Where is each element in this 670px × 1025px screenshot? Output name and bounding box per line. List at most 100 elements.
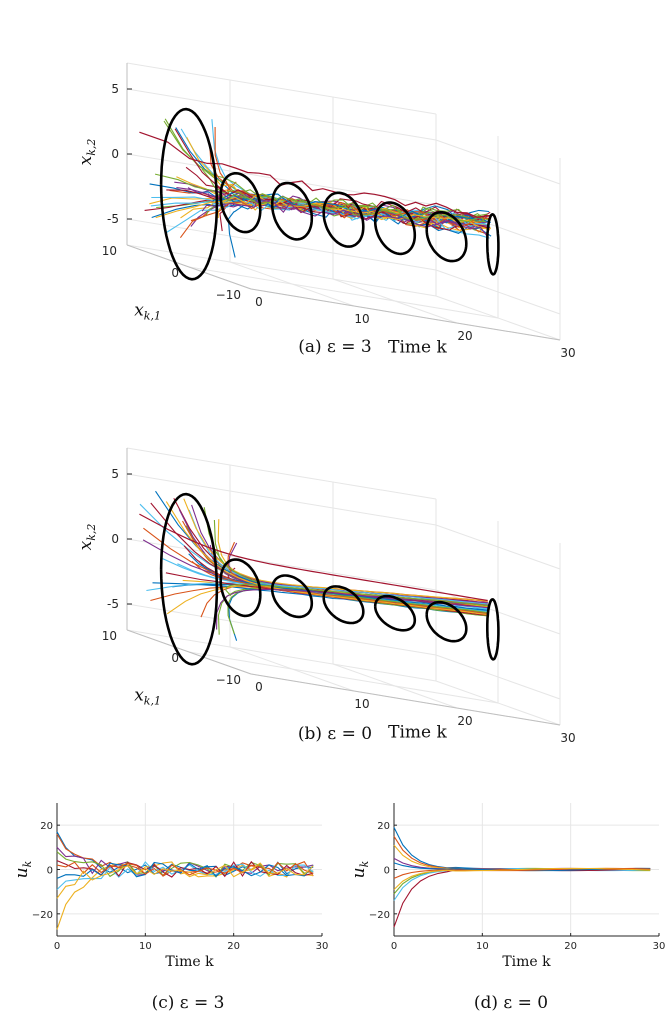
panel-c-control-inputs: 0 10 20 30 20 0 −20 Time k uk — [12, 803, 328, 970]
z-axis-label-main: x — [76, 540, 96, 550]
z-axis-label-sub: k,2 — [85, 139, 98, 156]
caption-b: (b) ε = 0 — [298, 724, 372, 744]
time-tick-label: 0 — [255, 295, 263, 309]
x1-axis-label-sub: k,1 — [144, 695, 161, 708]
y-tick-label: 0 — [384, 866, 390, 877]
reachable-set-ellipse — [270, 574, 314, 619]
y-tick-label: 0 — [47, 866, 53, 877]
x-tick-label: 0 — [54, 941, 60, 952]
x-tick-label: 30 — [653, 941, 666, 952]
x1-tick-label: 0 — [171, 651, 179, 665]
y-tick-label: −20 — [369, 910, 390, 921]
x1-tick-label: 10 — [102, 629, 117, 643]
z-axis-label-main: x — [76, 155, 96, 165]
reachable-set-ellipse — [485, 213, 500, 276]
y-tick-label: 20 — [377, 821, 390, 832]
z-tick-label: 5 — [111, 82, 119, 96]
y-axis-label-sub: k — [358, 860, 371, 867]
control-input-line — [393, 868, 651, 928]
x1-tick-label: 10 — [102, 244, 117, 258]
reachable-set-ellipse — [219, 558, 262, 618]
trajectory-line — [201, 198, 488, 237]
reachable-set-ellipse — [425, 211, 468, 263]
trajectory-line — [203, 507, 488, 614]
floor-grid-line — [126, 629, 437, 682]
y-axis-label: uk — [12, 860, 34, 878]
time-axis-label: Time k — [388, 338, 447, 358]
x-tick-label: 10 — [476, 941, 489, 952]
z-tick-label: 5 — [111, 467, 119, 481]
y-axis-label-main: u — [349, 867, 369, 878]
x-tick-label: 20 — [564, 941, 577, 952]
x-axis-label: Time k — [165, 954, 214, 970]
reachable-set-ellipse — [485, 598, 500, 661]
wall-grid-line — [435, 654, 561, 700]
trajectory-line — [155, 194, 490, 231]
control-input-line — [56, 862, 314, 899]
x1-tick-label: −10 — [216, 288, 241, 302]
z-axis-label-sub: k,2 — [85, 524, 98, 541]
floor-grid-line — [188, 651, 499, 704]
wall-grid-line — [435, 524, 561, 570]
reachable-set-ellipse — [159, 492, 219, 666]
reachable-set-ellipse — [373, 201, 417, 256]
floor-grid-line — [126, 244, 437, 297]
time-axis-line — [250, 673, 561, 726]
x1-axis-label: xk,1 — [134, 301, 161, 323]
time-tick-label: 20 — [457, 329, 472, 343]
time-tick-label: 30 — [560, 346, 575, 360]
panel-d-control-inputs: 0 10 20 30 20 0 −20 Time k uk — [349, 803, 665, 970]
z-axis-label: xk,2 — [76, 139, 98, 166]
time-tick-label: 30 — [560, 731, 575, 745]
control-input-line — [56, 861, 314, 879]
wall-grid-line — [126, 218, 437, 271]
trajectory-line — [154, 173, 486, 223]
x1-axis-line — [126, 629, 252, 675]
time-tick-label: 20 — [457, 714, 472, 728]
x1-axis-label-main: x — [134, 686, 144, 706]
reachable-set-ellipse — [322, 191, 365, 248]
y-axis-label-sub: k — [21, 860, 34, 867]
trajectory-line — [165, 501, 488, 615]
z-tick-label: -5 — [107, 212, 119, 226]
x-tick-label: 30 — [316, 941, 329, 952]
time-tick-label: 0 — [255, 680, 263, 694]
control-input-line — [393, 867, 651, 901]
control-input-line — [393, 827, 651, 872]
time-axis-line — [250, 288, 561, 341]
trajectory-line — [180, 200, 491, 231]
control-input-line — [393, 844, 651, 872]
wall-grid-line — [126, 473, 437, 526]
reachable-set-ellipse — [159, 107, 219, 281]
floor-grid-line — [188, 266, 499, 319]
y-axis-label: uk — [349, 860, 371, 878]
reachable-set-ellipse — [219, 172, 262, 234]
z-tick-label: 0 — [111, 532, 119, 546]
time-axis-label: Time k — [388, 723, 447, 743]
x-axis-label: Time k — [502, 954, 551, 970]
x-tick-label: 0 — [391, 941, 397, 952]
x1-axis-label: xk,1 — [134, 686, 161, 708]
x1-axis-label-main: x — [134, 301, 144, 321]
wall-grid-line — [126, 88, 437, 141]
z-axis-label: xk,2 — [76, 524, 98, 551]
caption-c: (c) ε = 3 — [152, 993, 225, 1013]
x1-tick-label: 0 — [171, 266, 179, 280]
y-tick-label: −20 — [32, 910, 53, 921]
x-tick-label: 10 — [139, 941, 152, 952]
reachable-set-ellipse — [425, 600, 468, 643]
caption-d: (d) ε = 0 — [474, 993, 548, 1013]
x-tick-label: 20 — [227, 941, 240, 952]
trajectory-line — [164, 118, 488, 220]
trajectory-line — [208, 142, 486, 226]
trajectory-line — [188, 553, 488, 611]
trajectory-line — [201, 168, 487, 222]
wall-grid-line — [126, 603, 437, 656]
time-tick-label: 10 — [354, 312, 369, 326]
x1-tick-label: −10 — [216, 673, 241, 687]
y-axis-label-main: u — [12, 867, 32, 878]
control-input-line — [393, 867, 651, 890]
reachable-set-ellipse — [322, 585, 365, 625]
wall-grid-line — [126, 447, 437, 500]
